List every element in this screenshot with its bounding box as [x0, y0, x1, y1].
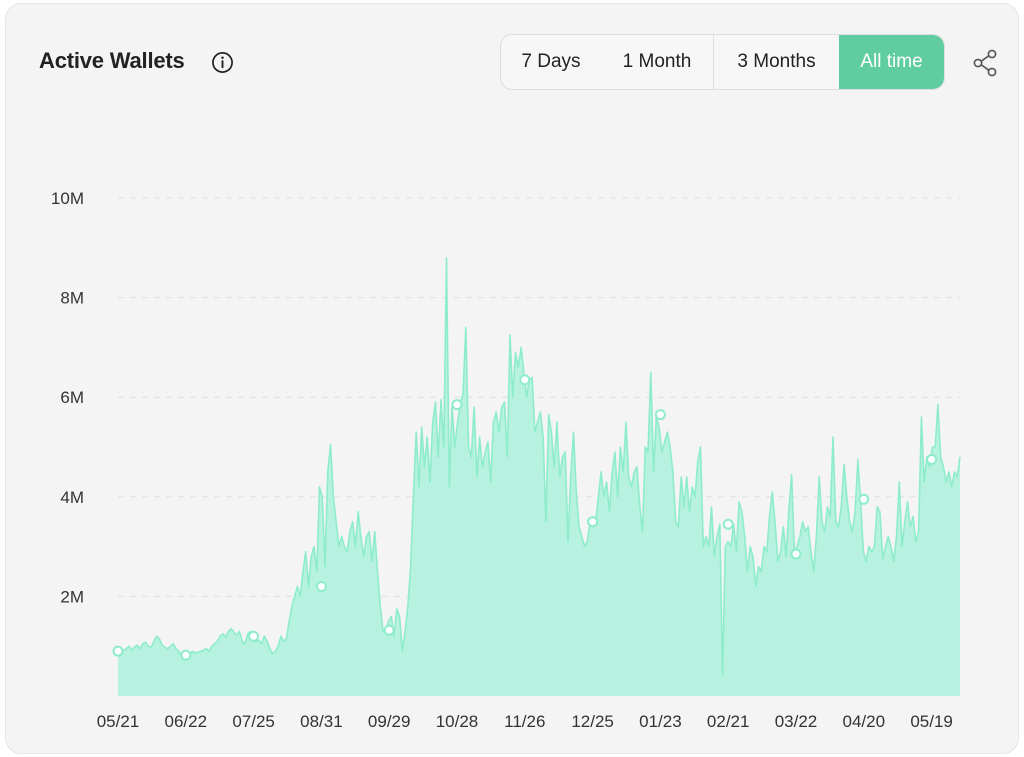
x-tick-label: 12/25 — [571, 712, 614, 731]
x-tick-label: 04/20 — [843, 712, 886, 731]
x-axis: 05/21 06/22 07/25 08/31 09/29 10/28 11/26 12/25… — [97, 712, 953, 731]
range-1-month-button[interactable]: 1 Month — [622, 51, 692, 72]
series-line — [118, 257, 961, 677]
data-point-marker[interactable] — [112, 645, 124, 657]
y-axis: 2M 4M 6M 8M 10M — [51, 189, 84, 606]
range-7-days-button[interactable]: 7 Days — [521, 51, 581, 72]
range-all-time-button[interactable]: All time — [839, 35, 944, 89]
series-area — [118, 257, 960, 696]
data-point-marker[interactable] — [248, 630, 260, 642]
y-tick-label: 6M — [60, 388, 84, 407]
data-point-marker[interactable] — [790, 548, 802, 560]
range-3-months-button[interactable]: 3 Months — [713, 35, 839, 89]
y-tick-label: 2M — [60, 587, 84, 606]
data-point-marker[interactable] — [926, 453, 938, 465]
data-point-marker[interactable] — [180, 649, 192, 661]
x-tick-label: 01/23 — [639, 712, 682, 731]
data-point-marker[interactable] — [315, 580, 327, 592]
marker-layer — [112, 374, 938, 661]
x-tick-label: 05/21 — [97, 712, 140, 731]
data-point-marker[interactable] — [587, 516, 599, 528]
y-tick-label: 4M — [60, 488, 84, 507]
x-tick-label: 02/21 — [707, 712, 750, 731]
y-tick-label: 10M — [51, 189, 84, 208]
x-tick-label: 09/29 — [368, 712, 411, 731]
data-point-marker[interactable] — [383, 624, 395, 636]
x-tick-label: 08/31 — [300, 712, 343, 731]
x-tick-label: 03/22 — [775, 712, 818, 731]
y-tick-label: 8M — [60, 289, 84, 308]
x-tick-label: 07/25 — [232, 712, 275, 731]
data-point-marker[interactable] — [654, 409, 666, 421]
area-layer — [118, 257, 961, 696]
share-icon[interactable] — [972, 49, 998, 77]
x-tick-label: 11/26 — [504, 712, 545, 731]
data-point-marker[interactable] — [722, 518, 734, 530]
time-range-selector: 7 Days 1 Month 3 Months All time — [500, 34, 945, 90]
data-point-marker[interactable] — [519, 374, 531, 386]
chart-title: Active Wallets — [39, 48, 185, 73]
info-icon[interactable] — [211, 51, 234, 74]
x-tick-label: 06/22 — [165, 712, 208, 731]
data-point-marker[interactable] — [858, 493, 870, 505]
x-tick-label: 05/19 — [910, 712, 953, 731]
x-tick-label: 10/28 — [436, 712, 479, 731]
data-point-marker[interactable] — [451, 399, 463, 411]
